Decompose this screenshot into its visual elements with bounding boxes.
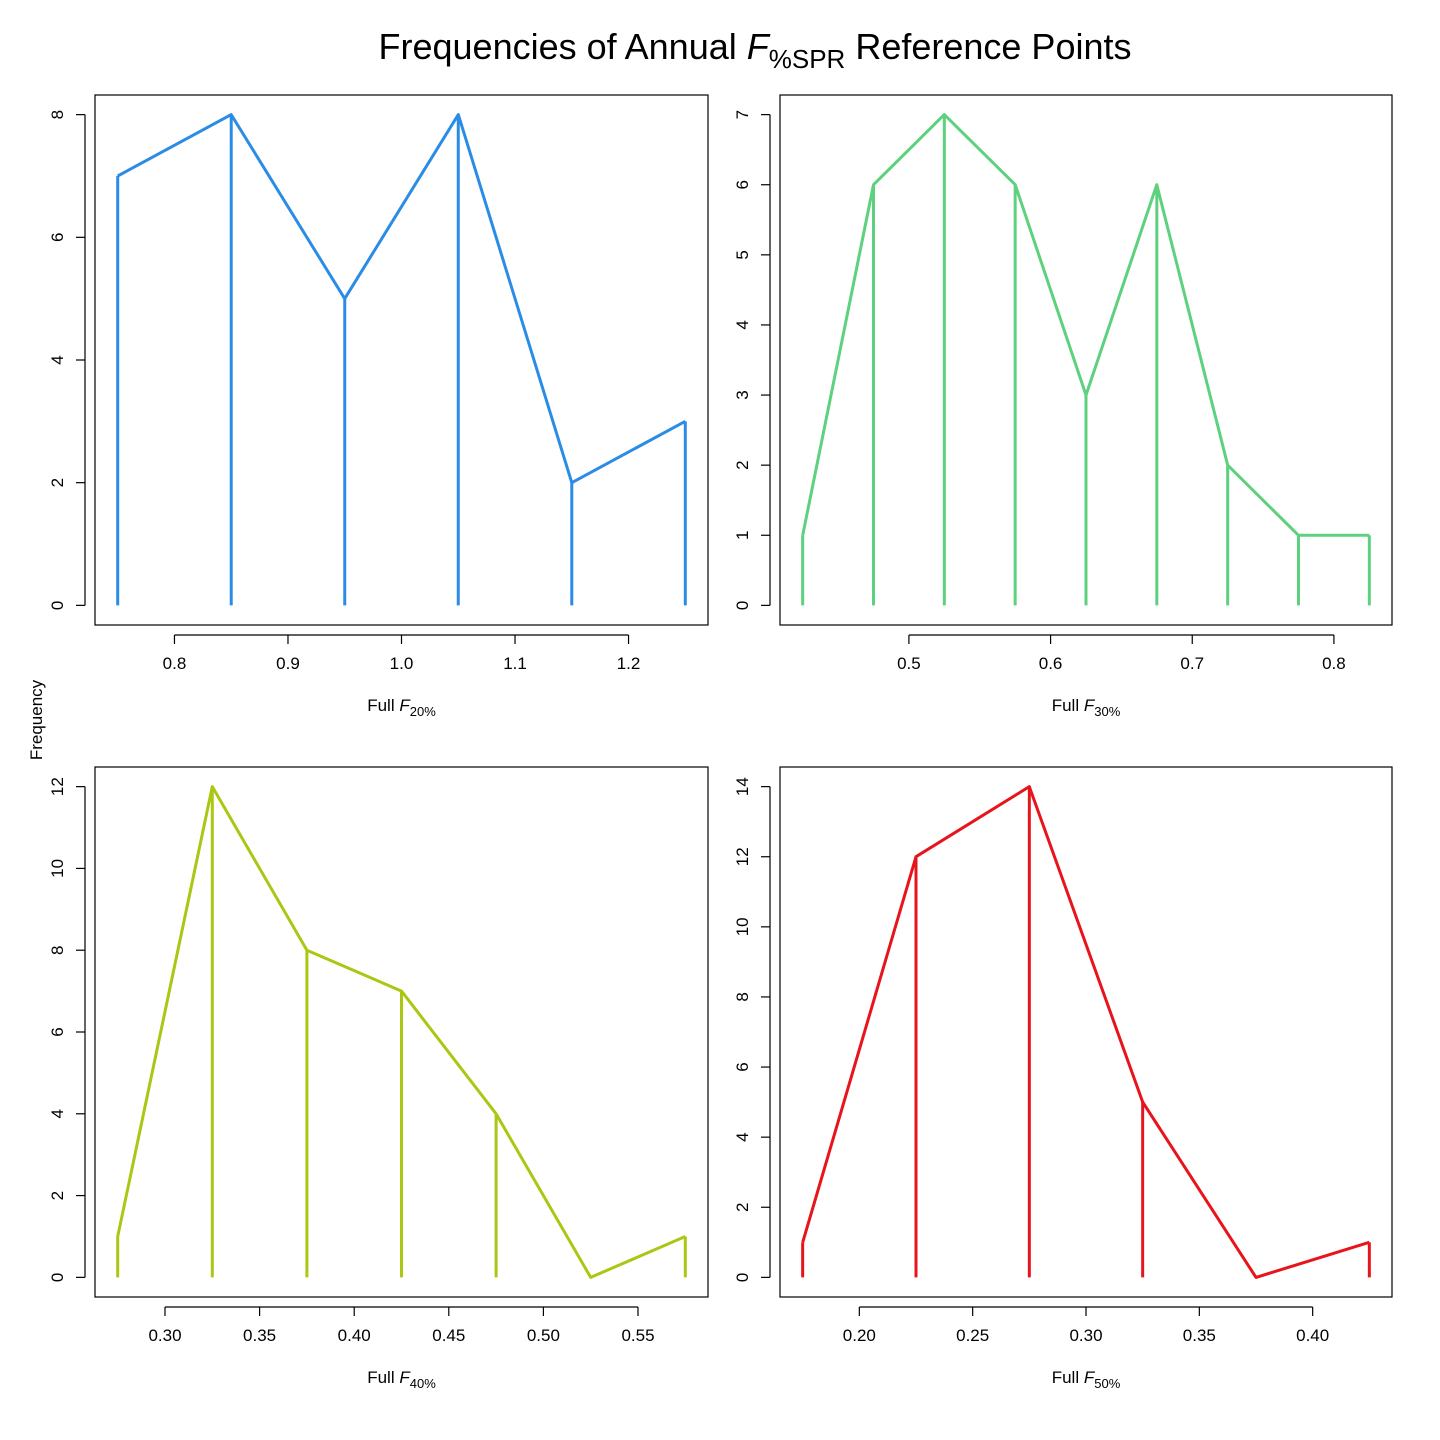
y-tick-label: 2 bbox=[733, 460, 752, 469]
x-tick-label: 0.40 bbox=[338, 1326, 371, 1345]
x-axis-title-symbol: F bbox=[399, 696, 411, 715]
x-tick-label: 0.8 bbox=[163, 654, 187, 673]
title-suffix: Reference Points bbox=[845, 26, 1131, 67]
y-tick-label: 12 bbox=[733, 847, 752, 866]
x-tick-label: 0.7 bbox=[1180, 654, 1204, 673]
x-axis-f40: 0.30 0.35 0.40 0.45 0.50 0.55 bbox=[148, 1306, 655, 1345]
y-tick-label: 10 bbox=[48, 859, 67, 878]
panel-f40: 0.30 0.35 0.40 0.45 0.50 0.55 Full F40% 0 2 4 6 8 10… bbox=[48, 766, 709, 1391]
x-tick-label: 0.20 bbox=[843, 1326, 876, 1345]
frequency-polygon-line bbox=[801, 113, 1370, 537]
x-tick-label: 1.0 bbox=[390, 654, 414, 673]
x-tick-label: 0.9 bbox=[276, 654, 300, 673]
panel-f30: 0.5 0.6 0.7 0.8 Full F30% 0 1 2 3 4 5 6 7 bbox=[733, 94, 1393, 719]
frequency-polygon-line bbox=[801, 785, 1370, 1279]
y-axis-f30: 0 1 2 3 4 5 6 7 bbox=[733, 110, 771, 610]
y-tick-label: 0 bbox=[733, 1273, 752, 1282]
x-tick-label: 0.30 bbox=[1069, 1326, 1102, 1345]
series-f20 bbox=[116, 113, 687, 606]
title-prefix: Frequencies of Annual bbox=[379, 26, 747, 67]
title-subscript: %SPR bbox=[769, 44, 846, 74]
y-tick-label: 12 bbox=[48, 777, 67, 796]
y-tick-label: 0 bbox=[48, 601, 67, 610]
x-tick-label: 0.5 bbox=[897, 654, 921, 673]
x-axis-title-subscript: 30% bbox=[1094, 704, 1120, 719]
x-tick-label: 0.8 bbox=[1322, 654, 1346, 673]
y-tick-label: 6 bbox=[733, 180, 752, 189]
y-tick-label: 8 bbox=[48, 945, 67, 954]
x-axis-title-f30: Full F30% bbox=[1052, 696, 1121, 719]
x-axis-title-subscript: 20% bbox=[410, 704, 436, 719]
x-axis-f50: 0.20 0.25 0.30 0.35 0.40 bbox=[843, 1306, 1329, 1345]
y-tick-label: 5 bbox=[733, 250, 752, 259]
plot-frame-f20 bbox=[94, 94, 709, 626]
x-axis-title-f40: Full F40% bbox=[367, 1368, 436, 1391]
x-axis-title-symbol: F bbox=[1084, 1368, 1096, 1387]
y-tick-label: 2 bbox=[733, 1203, 752, 1212]
y-axis-f20: 0 2 4 6 8 bbox=[48, 110, 86, 610]
x-axis-title-f50: Full F50% bbox=[1052, 1368, 1121, 1391]
y-tick-label: 0 bbox=[733, 601, 752, 610]
x-axis-f20: 0.8 0.9 1.0 1.1 1.2 bbox=[163, 634, 641, 673]
y-tick-label: 4 bbox=[733, 1132, 752, 1141]
y-tick-label: 8 bbox=[733, 992, 752, 1001]
x-axis-title-subscript: 40% bbox=[410, 1376, 436, 1391]
series-f50 bbox=[801, 785, 1371, 1279]
y-tick-label: 7 bbox=[733, 110, 752, 119]
plot-frame-f40 bbox=[94, 766, 709, 1298]
x-tick-label: 0.50 bbox=[527, 1326, 560, 1345]
x-axis-title-prefix: Full bbox=[367, 696, 399, 715]
x-tick-label: 0.35 bbox=[243, 1326, 276, 1345]
panel-f50: 0.20 0.25 0.30 0.35 0.40 Full F50% 0 2 4 6 8 10 12 14 bbox=[733, 766, 1393, 1391]
x-tick-label: 0.6 bbox=[1039, 654, 1063, 673]
x-tick-label: 1.1 bbox=[503, 654, 527, 673]
x-axis-title-subscript: 50% bbox=[1094, 1376, 1120, 1391]
y-tick-label: 4 bbox=[733, 320, 752, 329]
y-tick-label: 6 bbox=[48, 1027, 67, 1036]
x-tick-label: 0.45 bbox=[432, 1326, 465, 1345]
y-tick-label: 6 bbox=[733, 1062, 752, 1071]
plot-frame-f30 bbox=[779, 94, 1393, 626]
x-tick-label: 0.35 bbox=[1183, 1326, 1216, 1345]
y-axis-f40: 0 2 4 6 8 10 12 bbox=[48, 777, 86, 1282]
x-tick-label: 0.40 bbox=[1296, 1326, 1329, 1345]
series-f40 bbox=[116, 785, 687, 1279]
y-tick-label: 10 bbox=[733, 917, 752, 936]
x-axis-f30: 0.5 0.6 0.7 0.8 bbox=[897, 634, 1346, 673]
y-tick-label: 1 bbox=[733, 531, 752, 540]
panel-f20: 0.8 0.9 1.0 1.1 1.2 Full F20% 0 2 4 6 8 bbox=[48, 94, 709, 719]
frequency-polygon-line bbox=[116, 785, 686, 1279]
x-axis-title-prefix: Full bbox=[1052, 696, 1084, 715]
y-tick-label: 14 bbox=[733, 777, 752, 796]
x-tick-label: 0.30 bbox=[148, 1326, 181, 1345]
frequency-polygon-line bbox=[116, 113, 687, 485]
x-axis-title-f20: Full F20% bbox=[367, 696, 436, 719]
y-tick-label: 4 bbox=[48, 1109, 67, 1118]
y-tick-label: 4 bbox=[48, 355, 67, 364]
y-axis-title: Frequency bbox=[27, 679, 46, 760]
x-axis-title-symbol: F bbox=[399, 1368, 411, 1387]
y-tick-label: 3 bbox=[733, 390, 752, 399]
main-title: Frequencies of Annual F%SPR Reference Po… bbox=[379, 26, 1132, 74]
x-axis-title-prefix: Full bbox=[1052, 1368, 1084, 1387]
y-tick-label: 0 bbox=[48, 1273, 67, 1282]
x-axis-title-prefix: Full bbox=[367, 1368, 399, 1387]
y-tick-label: 6 bbox=[48, 233, 67, 242]
title-symbol: F bbox=[747, 26, 771, 67]
y-axis-f50: 0 2 4 6 8 10 12 14 bbox=[733, 777, 771, 1282]
y-tick-label: 2 bbox=[48, 1191, 67, 1200]
y-tick-label: 8 bbox=[48, 110, 67, 119]
y-tick-label: 2 bbox=[48, 478, 67, 487]
x-axis-title-symbol: F bbox=[1084, 696, 1096, 715]
x-tick-label: 0.25 bbox=[956, 1326, 989, 1345]
plot-frame-f50 bbox=[779, 766, 1393, 1298]
series-f30 bbox=[801, 113, 1371, 606]
x-tick-label: 0.55 bbox=[621, 1326, 654, 1345]
x-tick-label: 1.2 bbox=[617, 654, 641, 673]
